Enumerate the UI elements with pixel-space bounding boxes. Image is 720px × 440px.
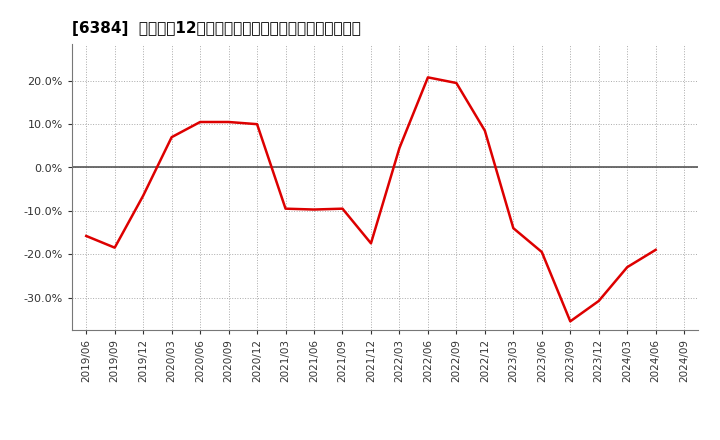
Text: [6384]  売上高の12か月移動合計の対前年同期増減率の推移: [6384] 売上高の12か月移動合計の対前年同期増減率の推移 (72, 21, 361, 36)
